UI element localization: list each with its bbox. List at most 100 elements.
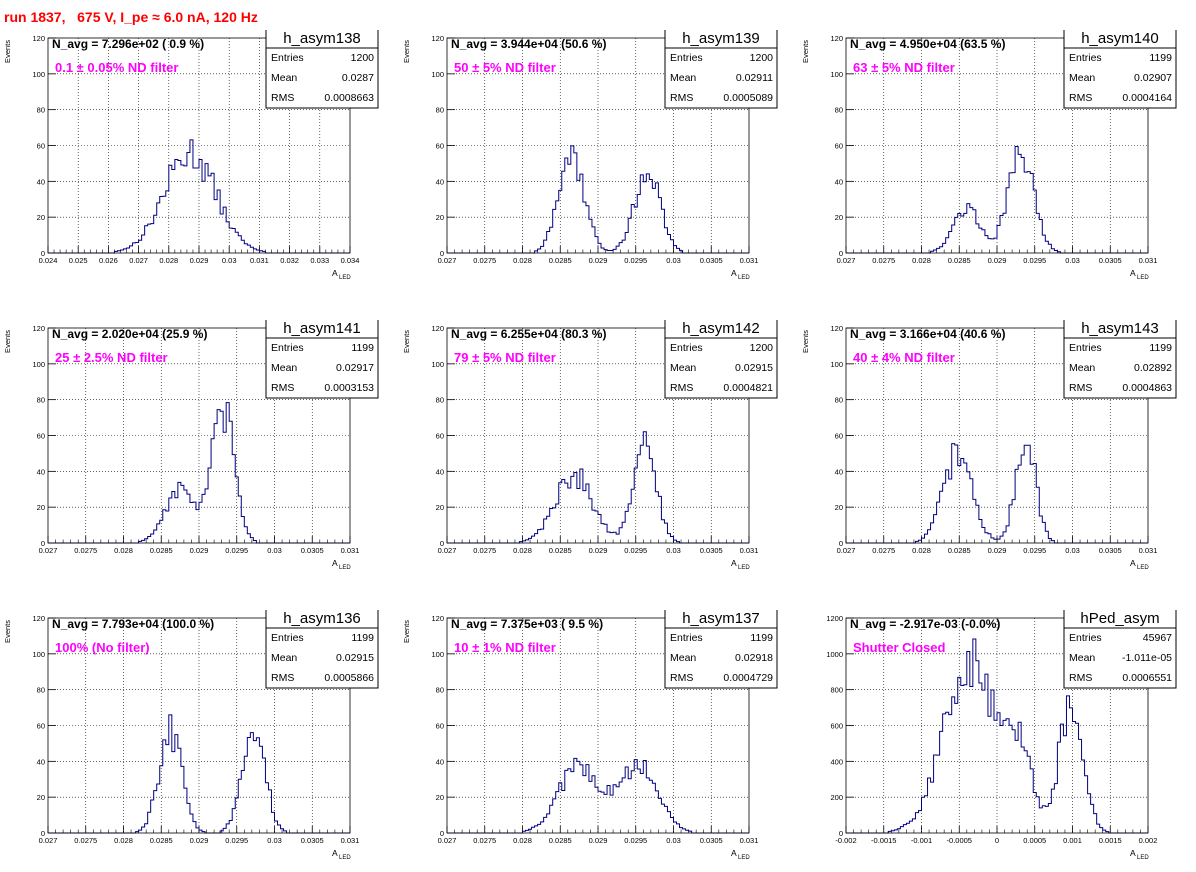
y-tick-label: 100 [431, 360, 444, 369]
plot-frame [47, 327, 351, 544]
x-tick-label: 0.028 [912, 546, 931, 555]
stats-value: 1199 [1149, 342, 1172, 354]
y-tick-label: 100 [32, 360, 45, 369]
x-axis-label: A [332, 268, 338, 278]
x-tick-label: 0.031 [740, 546, 759, 555]
x-tick-label: 0.026 [99, 256, 118, 265]
x-axis-label: A [731, 268, 737, 278]
stats-value: 0.02892 [1134, 362, 1172, 374]
histogram-line [447, 757, 749, 834]
histogram-pad-h_asym137: 0.027 0.0275 0.028 0.0285 0.029 0.0295 0.03 0.0… [402, 610, 778, 861]
x-tick-label: 0.028 [513, 546, 532, 555]
y-tick-label: 0 [839, 539, 843, 548]
x-tick-label: 0.031 [1139, 546, 1158, 555]
stats-value: 0.0008663 [324, 92, 374, 104]
filter-annotation: 79 ± 5% ND filter [454, 350, 556, 365]
x-tick-label: 0.027 [39, 546, 58, 555]
y-tick-label: 80 [436, 396, 444, 405]
stats-value: 1200 [351, 52, 375, 64]
filter-annotation: Shutter Closed [853, 640, 946, 655]
stats-value: 0.02915 [735, 362, 773, 374]
x-tick-label: 0.0275 [473, 546, 496, 555]
x-tick-label: 0.03 [666, 546, 681, 555]
y-tick-label: 0 [41, 249, 45, 258]
y-tick-label: 120 [431, 34, 444, 43]
x-tick-label: 0.0295 [1023, 546, 1046, 555]
stats-label: Mean [271, 652, 297, 664]
y-tick-label: 40 [835, 177, 843, 186]
stats-label: RMS [670, 672, 693, 684]
y-tick-label: 0 [41, 829, 45, 838]
y-tick-label: 120 [830, 324, 843, 333]
x-tick-label: 0.0305 [301, 836, 324, 845]
navg-label: N_avg = 7.375e+03 ( 9.5 %) [451, 617, 603, 631]
histogram-pad-h_asym138: 0.024 0.025 0.026 0.027 0.028 0.029 0.03 0.031 0… [3, 30, 379, 281]
y-tick-label: 40 [436, 177, 444, 186]
histogram-pad-hPed_asym: -0.002 -0.0015 -0.001 -0.0005 0 0.0005 0.001 0.… [826, 610, 1177, 861]
stats-value: 1200 [750, 52, 774, 64]
y-tick-label: 0 [839, 829, 843, 838]
x-tick-label: 0.0305 [1099, 546, 1122, 555]
filter-annotation: 100% (No filter) [55, 640, 150, 655]
y-tick-label: 100 [431, 70, 444, 79]
y-tick-label: 60 [436, 142, 444, 151]
x-tick-label: 0.0295 [225, 836, 248, 845]
y-tick-label: 20 [436, 793, 444, 802]
y-tick-label: 80 [835, 106, 843, 115]
x-tick-label: 0 [995, 836, 999, 845]
x-tick-label: 0.031 [250, 256, 269, 265]
y-tick-label: 60 [436, 722, 444, 731]
x-tick-label: 0.03 [666, 256, 681, 265]
x-tick-label: 0.0005 [1023, 836, 1046, 845]
x-axis-label: A [1130, 848, 1136, 858]
x-tick-label: 0.001 [1063, 836, 1082, 845]
stats-value: 0.02918 [735, 652, 773, 664]
stats-box [664, 30, 778, 109]
x-tick-label: 0.0275 [74, 836, 97, 845]
y-tick-label: 20 [436, 213, 444, 222]
y-axis-label: Events [402, 620, 411, 643]
stats-value: 1199 [351, 632, 374, 644]
x-tick-label: 0.029 [589, 256, 608, 265]
stats-value: 0.02907 [1134, 72, 1172, 84]
x-tick-label: 0.03 [1065, 546, 1080, 555]
plot-frame [47, 617, 351, 834]
x-tick-label: 0.0285 [948, 256, 971, 265]
plot-frame [845, 37, 1149, 254]
x-tick-label: 0.031 [740, 256, 759, 265]
y-tick-label: 120 [431, 324, 444, 333]
x-axis-label-subscript: LED [1137, 565, 1149, 571]
histogram-name: h_asym143 [1081, 320, 1159, 337]
x-axis-label-subscript: LED [738, 855, 750, 861]
stats-label: RMS [1069, 382, 1092, 394]
stats-label: RMS [670, 382, 693, 394]
histogram-name: h_asym137 [682, 610, 760, 627]
y-tick-label: 1200 [826, 614, 843, 623]
x-tick-label: 0.0285 [150, 546, 173, 555]
y-tick-label: 80 [37, 686, 45, 695]
y-tick-label: 0 [41, 539, 45, 548]
histogram-pad-h_asym142: 0.027 0.0275 0.028 0.0285 0.029 0.0295 0.03 0.0… [402, 320, 778, 571]
x-tick-label: 0.0275 [473, 836, 496, 845]
x-tick-label: -0.001 [911, 836, 932, 845]
x-axis-label-subscript: LED [738, 565, 750, 571]
stats-box [1063, 320, 1177, 399]
x-axis-label-subscript: LED [339, 855, 351, 861]
y-axis-label: Events [3, 40, 12, 63]
y-tick-label: 40 [37, 757, 45, 766]
stats-value: 0.0003153 [324, 382, 374, 394]
x-tick-label: 0.027 [438, 546, 457, 555]
stats-box [1063, 30, 1177, 109]
x-tick-label: 0.028 [159, 256, 178, 265]
x-tick-label: 0.0015 [1099, 836, 1122, 845]
y-axis-label: Events [801, 330, 810, 353]
histogram-name: h_asym142 [682, 320, 760, 337]
x-tick-label: 0.03 [666, 836, 681, 845]
y-tick-label: 100 [830, 70, 843, 79]
histogram-pad-h_asym139: 0.027 0.0275 0.028 0.0285 0.029 0.0295 0.03 0.0… [402, 30, 778, 281]
y-axis-label: Events [3, 330, 12, 353]
x-tick-label: 0.0285 [549, 256, 572, 265]
x-tick-label: 0.0295 [624, 836, 647, 845]
stats-value: 0.0287 [342, 72, 374, 84]
x-tick-label: 0.0295 [1023, 256, 1046, 265]
